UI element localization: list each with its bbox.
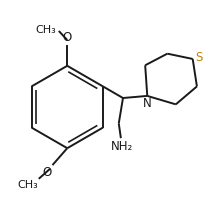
Text: CH₃: CH₃ [35,25,56,35]
Text: CH₃: CH₃ [17,180,38,190]
Text: O: O [42,166,51,179]
Text: S: S [195,51,202,64]
Text: O: O [63,31,72,44]
Text: NH₂: NH₂ [111,140,133,153]
Text: N: N [143,97,152,110]
